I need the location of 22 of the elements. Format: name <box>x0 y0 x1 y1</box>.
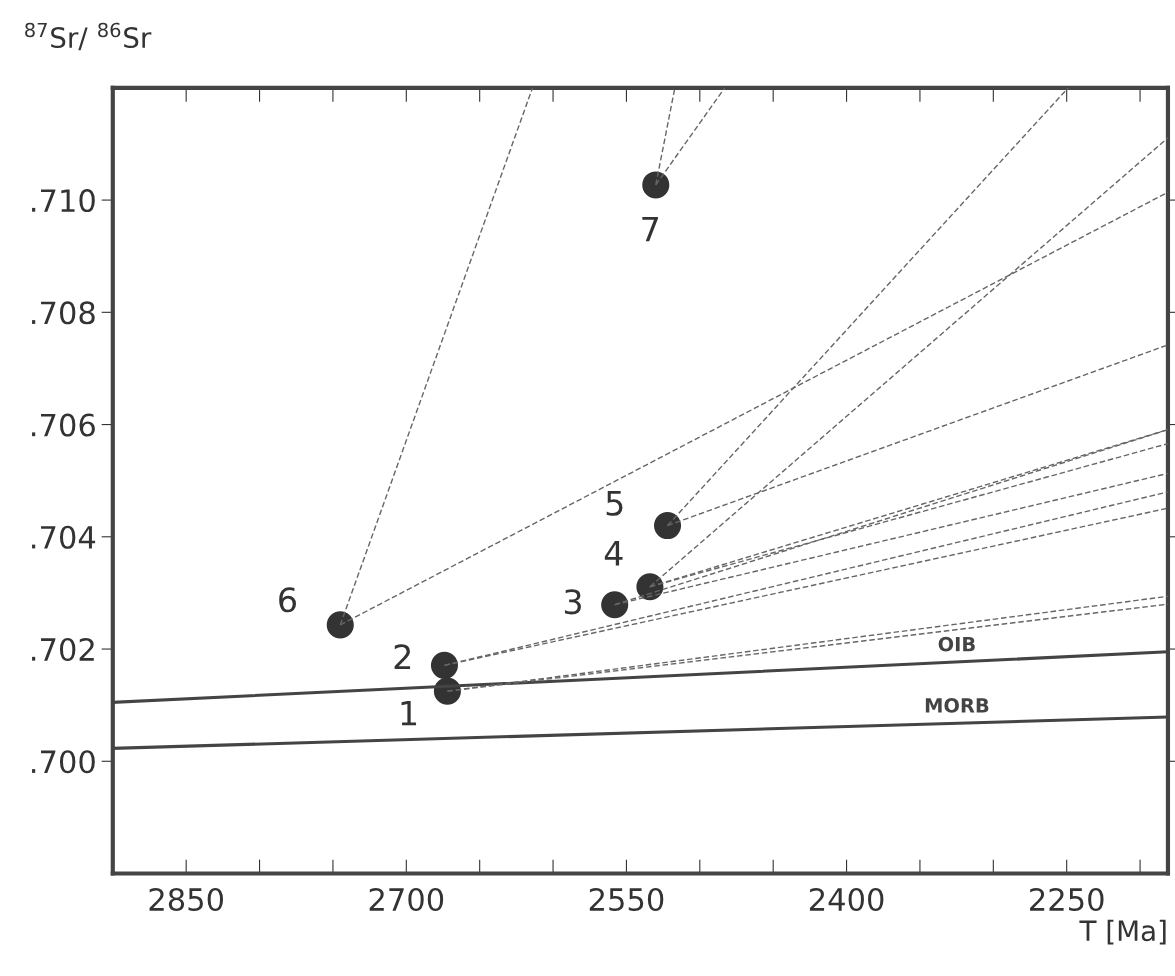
y-tick-label: .710 <box>32 189 95 213</box>
x-tick-label: 2700 <box>369 887 444 912</box>
series-label: OIB <box>938 636 975 652</box>
y-tick-label: .702 <box>32 637 94 662</box>
y-tick-label: .708 <box>32 301 95 325</box>
annotation: 7 <box>642 217 658 242</box>
x-tick-label: 2400 <box>809 887 884 912</box>
x-tick-label: 2850 <box>149 887 224 912</box>
y-axis-title: $^{87}$Sr/ $^{86}$Sr <box>25 22 152 51</box>
y-tick-label: .706 <box>32 413 95 437</box>
y-tick-label: .704 <box>32 525 96 549</box>
annotation: 4 <box>604 541 623 566</box>
annotation: 6 <box>279 587 296 613</box>
x-tick-label: 2550 <box>589 887 664 912</box>
annotation: 3 <box>564 589 581 615</box>
y-tick-label: .700 <box>32 750 95 774</box>
x-axis-title: T [Ma] <box>1079 919 1166 945</box>
x-tick-label: 2250 <box>1030 887 1104 912</box>
annotation: 5 <box>606 491 623 516</box>
annotation: 2 <box>394 644 411 669</box>
series-label: MORB <box>925 698 989 713</box>
annotation: 1 <box>401 701 417 726</box>
